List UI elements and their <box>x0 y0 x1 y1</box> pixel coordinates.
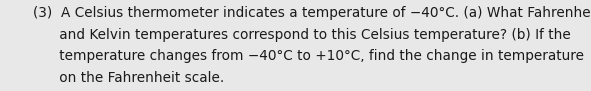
Text: on the Fahrenheit scale.: on the Fahrenheit scale. <box>33 71 224 85</box>
Text: temperature changes from −40°C to +10°C, find the change in temperature: temperature changes from −40°C to +10°C,… <box>33 49 583 63</box>
Text: and Kelvin temperatures correspond to this Celsius temperature? (b) If the: and Kelvin temperatures correspond to th… <box>33 28 570 42</box>
Text: (3)  A Celsius thermometer indicates a temperature of −40°C. (a) What Fahrenheit: (3) A Celsius thermometer indicates a te… <box>33 6 591 20</box>
